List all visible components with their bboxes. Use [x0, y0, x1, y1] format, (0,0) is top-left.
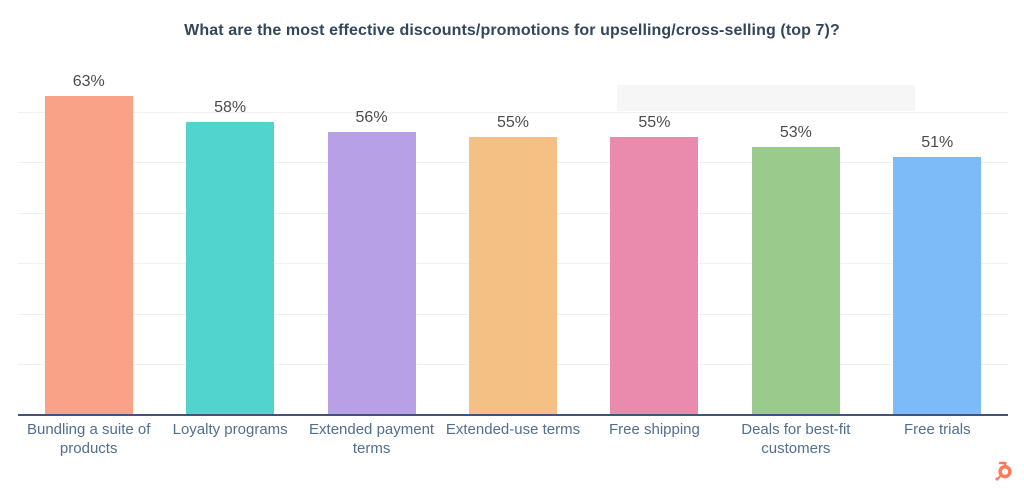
- category-label: Free trials: [903, 421, 971, 438]
- bar: [751, 146, 840, 415]
- bar-value-label: 55%: [638, 113, 671, 131]
- bar: [468, 136, 557, 415]
- gridline: [18, 111, 1008, 113]
- bar-group: 58%: [159, 61, 300, 415]
- bar: [893, 157, 982, 415]
- bar-group: 53%: [725, 61, 866, 415]
- bar-value-label: 51%: [921, 134, 954, 152]
- bar-value-label: 63%: [72, 73, 105, 91]
- plot-area: 63% 58% 56% 55% 55% 53% 51%: [18, 61, 1008, 415]
- x-axis-line: [18, 414, 1008, 416]
- bar-value-label: 58%: [214, 98, 247, 116]
- highlight-band: [617, 85, 915, 111]
- bar-value-label: 53%: [779, 123, 812, 141]
- category-label: Deals for best-fit customers: [741, 421, 851, 457]
- bar-value-label: 56%: [355, 108, 388, 126]
- bar-group: 56%: [301, 61, 442, 415]
- chart-title: What are the most effective discounts/pr…: [184, 22, 840, 39]
- bar-group: 51%: [867, 61, 1008, 415]
- x-axis-labels: Bundling a suite of products Loyalty prog…: [0, 420, 1024, 468]
- category-label: Free shipping: [608, 421, 700, 438]
- category-label: Extended-use terms: [445, 421, 581, 438]
- category-label: Bundling a suite of products: [26, 421, 151, 457]
- bar-group: 55%: [442, 61, 583, 415]
- bar: [186, 121, 275, 415]
- bar: [610, 136, 699, 415]
- bar-value-label: 55%: [496, 113, 529, 131]
- category-label: Extended payment terms: [309, 421, 435, 457]
- bar-group: 63%: [18, 61, 159, 415]
- bar: [44, 96, 133, 415]
- hubspot-sprocket-icon: [995, 461, 1012, 481]
- category-label: Loyalty programs: [172, 421, 288, 438]
- bar: [327, 131, 416, 415]
- bar-group: 55%: [584, 61, 725, 415]
